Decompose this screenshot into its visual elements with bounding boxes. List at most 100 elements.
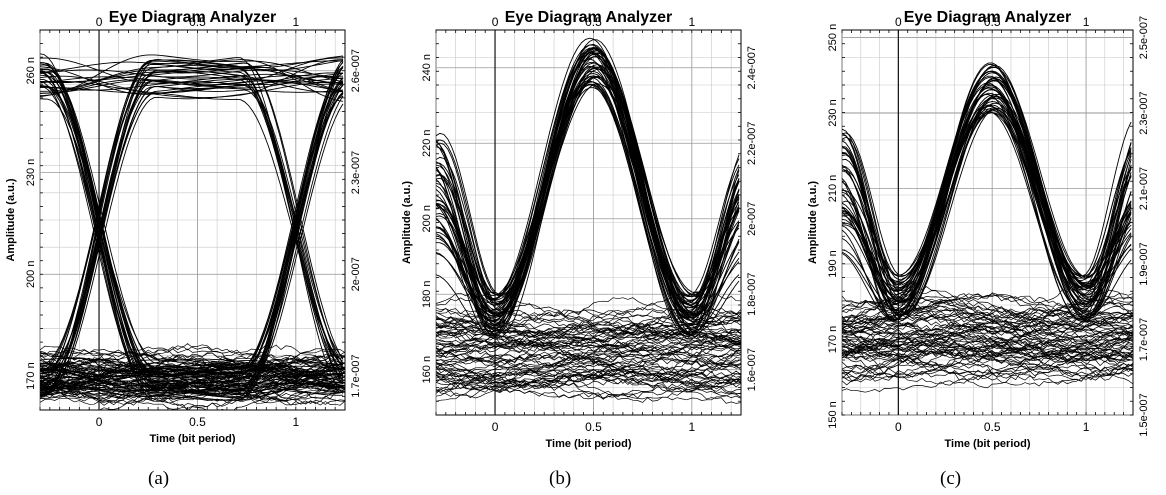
noise-trace xyxy=(436,321,741,350)
panel-caption: (a) xyxy=(148,468,170,489)
noise-trace xyxy=(842,285,1133,327)
eye-trace xyxy=(40,66,344,370)
noise-trace xyxy=(842,344,1133,359)
x-tick-label: 0.5 xyxy=(585,420,602,434)
eye-chart-1: Eye Diagram Analyzer 0 0 0.5 0.5 1 1 170 n 200 n… xyxy=(0,0,390,495)
x-tick-label-top: 0.5 xyxy=(585,15,602,29)
tick-marks xyxy=(841,29,1133,416)
noise-trace xyxy=(40,384,345,400)
eye-traces xyxy=(436,37,741,404)
eye-trace xyxy=(842,96,1132,316)
noise-trace xyxy=(40,354,345,371)
noise-trace xyxy=(436,296,741,324)
y2-tick-label: 2.6e-007 xyxy=(350,49,362,92)
noise-trace xyxy=(40,383,345,401)
noise-trace xyxy=(40,378,345,398)
eye-trace xyxy=(842,98,1132,302)
noise-trace xyxy=(40,355,345,378)
eye-trace xyxy=(436,55,740,305)
y2-tick-label: 2e-007 xyxy=(746,202,758,236)
x-tick-label-top: 0.5 xyxy=(189,15,206,29)
y-tick-label: 250 n xyxy=(827,24,839,52)
y-tick-label: 190 n xyxy=(827,250,839,278)
y-tick-label: 220 n xyxy=(421,129,433,157)
noise-trace xyxy=(436,345,741,371)
eye-trace xyxy=(842,77,1132,322)
noise-trace xyxy=(842,352,1133,393)
eye-traces xyxy=(40,53,345,410)
eye-trace xyxy=(842,64,1132,308)
noise-trace xyxy=(40,364,345,393)
noise-trace xyxy=(436,332,741,359)
noise-trace xyxy=(436,367,741,401)
y-axis-label: Amplitude (a.u.) xyxy=(807,181,819,264)
panel-caption: (b) xyxy=(549,468,572,489)
eye-trace xyxy=(40,82,344,396)
eye-trace xyxy=(436,37,740,304)
x-tick-label-top: 0 xyxy=(96,15,103,29)
chart-title: Eye Diagram Analyzer xyxy=(109,9,276,26)
noise-trace xyxy=(436,312,741,341)
noise-trace xyxy=(436,328,741,343)
noise-trace xyxy=(436,291,741,322)
noise-trace xyxy=(842,292,1133,321)
noise-trace xyxy=(40,378,345,391)
eye-trace xyxy=(40,75,343,94)
noise-trace xyxy=(842,324,1133,357)
noise-trace xyxy=(40,382,345,408)
eye-trace xyxy=(40,70,344,365)
y2-tick-label: 1.8e-007 xyxy=(746,272,758,315)
x-tick-label: 1 xyxy=(1083,420,1090,434)
y-tick-label: 260 n xyxy=(25,57,37,85)
x-axis-label: Time (bit period) xyxy=(546,438,632,450)
x-tick-label: 1 xyxy=(292,415,299,429)
y-tick-label: 210 n xyxy=(827,175,839,203)
noise-trace xyxy=(40,350,345,385)
eye-trace xyxy=(40,60,344,396)
noise-trace xyxy=(842,312,1133,344)
y2-tick-label: 2.4e-007 xyxy=(746,46,758,89)
noise-trace xyxy=(436,369,741,402)
eye-trace xyxy=(436,76,740,321)
eye-trace xyxy=(40,81,344,385)
eye-trace xyxy=(436,44,740,309)
noise-trace xyxy=(842,339,1133,382)
eye-chart-svg: Eye Diagram Analyzer 0 0 0.5 0.5 1 1 170 n 200 n… xyxy=(5,9,362,445)
y2-tick-label: 2.1e-007 xyxy=(1138,167,1150,210)
noise-trace xyxy=(842,299,1133,335)
x-tick-label: 0.5 xyxy=(189,415,206,429)
noise-trace xyxy=(842,308,1133,345)
eye-trace xyxy=(436,67,740,325)
eye-trace xyxy=(842,84,1132,300)
noise-trace xyxy=(40,343,345,380)
noise-trace xyxy=(842,332,1133,373)
y2-tick-label: 2.3e-007 xyxy=(1138,91,1150,134)
y-tick-label: 180 n xyxy=(421,280,433,308)
noise-trace xyxy=(40,344,345,378)
y-tick-label: 170 n xyxy=(827,326,839,354)
eye-trace xyxy=(40,78,343,393)
noise-trace xyxy=(842,295,1133,328)
y2-tick-label: 2e-007 xyxy=(350,257,362,291)
noise-trace xyxy=(842,305,1133,329)
noise-trace xyxy=(436,308,741,334)
noise-trace xyxy=(40,344,345,381)
eye-trace xyxy=(842,102,1132,299)
noise-trace xyxy=(842,356,1133,371)
noise-trace xyxy=(40,370,345,397)
eye-trace xyxy=(842,64,1132,313)
x-tick-label: 0 xyxy=(96,415,103,429)
eye-trace xyxy=(842,71,1132,292)
panel-caption: (c) xyxy=(940,468,962,489)
noise-trace xyxy=(436,309,741,326)
noise-trace xyxy=(436,355,741,377)
x-axis-label: Time (bit period) xyxy=(945,438,1031,450)
noise-trace xyxy=(436,365,741,387)
eye-trace xyxy=(40,55,344,398)
noise-trace xyxy=(842,329,1133,359)
noise-trace xyxy=(436,328,741,349)
y-tick-label: 230 n xyxy=(827,99,839,127)
noise-trace xyxy=(842,308,1133,332)
noise-trace xyxy=(436,368,741,386)
eye-chart-svg: Eye Diagram Analyzer 0 0 0.5 0.5 1 1 160 n 180 n… xyxy=(401,9,758,450)
